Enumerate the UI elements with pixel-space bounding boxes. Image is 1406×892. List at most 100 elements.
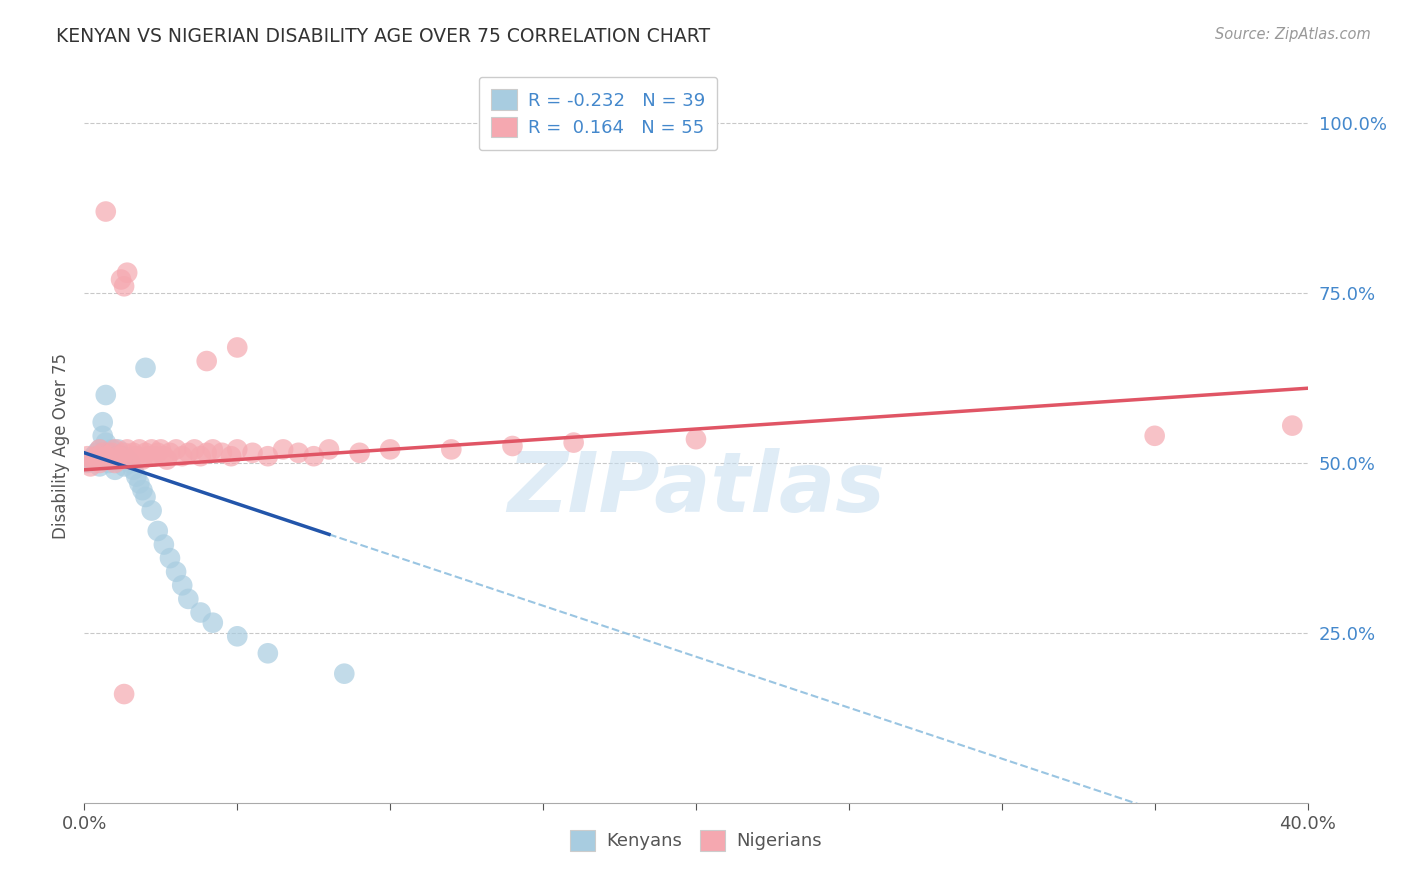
Point xyxy=(91,446,114,460)
Point xyxy=(120,456,142,470)
Point xyxy=(112,687,135,701)
Point xyxy=(1281,418,1303,433)
Point xyxy=(159,446,181,460)
Text: KENYAN VS NIGERIAN DISABILITY AGE OVER 75 CORRELATION CHART: KENYAN VS NIGERIAN DISABILITY AGE OVER 7… xyxy=(56,27,710,45)
Point xyxy=(143,449,166,463)
Point xyxy=(89,442,111,457)
Point xyxy=(242,446,264,460)
Point xyxy=(135,360,157,375)
Point xyxy=(318,442,340,457)
Point xyxy=(131,452,153,467)
Y-axis label: Disability Age Over 75: Disability Age Over 75 xyxy=(52,353,70,539)
Point xyxy=(302,449,325,463)
Text: Source: ZipAtlas.com: Source: ZipAtlas.com xyxy=(1215,27,1371,42)
Point xyxy=(94,435,117,450)
Point xyxy=(115,452,138,467)
Point xyxy=(122,463,145,477)
Point xyxy=(91,415,114,429)
Point xyxy=(104,442,127,457)
Point xyxy=(226,341,249,355)
Point xyxy=(440,442,463,457)
Point xyxy=(190,449,212,463)
Point xyxy=(380,442,402,457)
Point xyxy=(101,452,124,467)
Point xyxy=(115,442,138,457)
Point xyxy=(107,442,129,457)
Point xyxy=(128,442,150,457)
Point xyxy=(79,459,101,474)
Point xyxy=(177,591,200,606)
Point xyxy=(112,446,135,460)
Point xyxy=(153,449,176,463)
Point xyxy=(122,446,145,460)
Point xyxy=(94,449,117,463)
Point xyxy=(146,446,169,460)
Point xyxy=(195,354,218,368)
Point xyxy=(257,646,280,660)
Point xyxy=(138,449,160,463)
Point xyxy=(685,432,707,446)
Point xyxy=(112,449,135,463)
Point xyxy=(86,449,108,463)
Point xyxy=(76,456,98,470)
Point xyxy=(101,442,124,457)
Point xyxy=(257,449,280,463)
Point xyxy=(135,490,157,504)
Point xyxy=(112,459,135,474)
Point xyxy=(1143,429,1166,443)
Point xyxy=(172,449,194,463)
Point xyxy=(104,463,127,477)
Point xyxy=(333,666,356,681)
Point xyxy=(146,524,169,538)
Point xyxy=(101,446,124,460)
Point xyxy=(159,551,181,566)
Point xyxy=(94,449,117,463)
Point xyxy=(195,446,218,460)
Point xyxy=(115,266,138,280)
Point xyxy=(107,449,129,463)
Point xyxy=(183,442,205,457)
Point xyxy=(502,439,524,453)
Point xyxy=(165,565,187,579)
Point xyxy=(91,429,114,443)
Point xyxy=(110,272,132,286)
Point xyxy=(110,452,132,467)
Point xyxy=(141,442,163,457)
Point xyxy=(172,578,194,592)
Point xyxy=(125,449,148,463)
Point xyxy=(89,442,111,457)
Point xyxy=(201,442,224,457)
Point xyxy=(128,476,150,491)
Point xyxy=(94,204,117,219)
Point xyxy=(97,456,120,470)
Point xyxy=(86,446,108,460)
Point xyxy=(211,446,233,460)
Point xyxy=(219,449,242,463)
Point xyxy=(89,459,111,474)
Legend: Kenyans, Nigerians: Kenyans, Nigerians xyxy=(562,822,830,858)
Point xyxy=(83,449,105,463)
Point xyxy=(190,606,212,620)
Point xyxy=(104,449,127,463)
Point xyxy=(79,452,101,467)
Point xyxy=(177,446,200,460)
Point xyxy=(271,442,294,457)
Point xyxy=(125,469,148,483)
Point xyxy=(112,279,135,293)
Text: ZIPatlas: ZIPatlas xyxy=(508,449,884,529)
Point xyxy=(83,452,105,467)
Point xyxy=(349,446,371,460)
Point xyxy=(149,442,172,457)
Point xyxy=(287,446,309,460)
Point xyxy=(76,449,98,463)
Point xyxy=(226,629,249,643)
Point xyxy=(156,452,179,467)
Point xyxy=(131,483,153,498)
Point xyxy=(153,537,176,551)
Point xyxy=(120,452,142,467)
Point xyxy=(165,442,187,457)
Point xyxy=(201,615,224,630)
Point xyxy=(97,452,120,467)
Point xyxy=(226,442,249,457)
Point xyxy=(562,435,585,450)
